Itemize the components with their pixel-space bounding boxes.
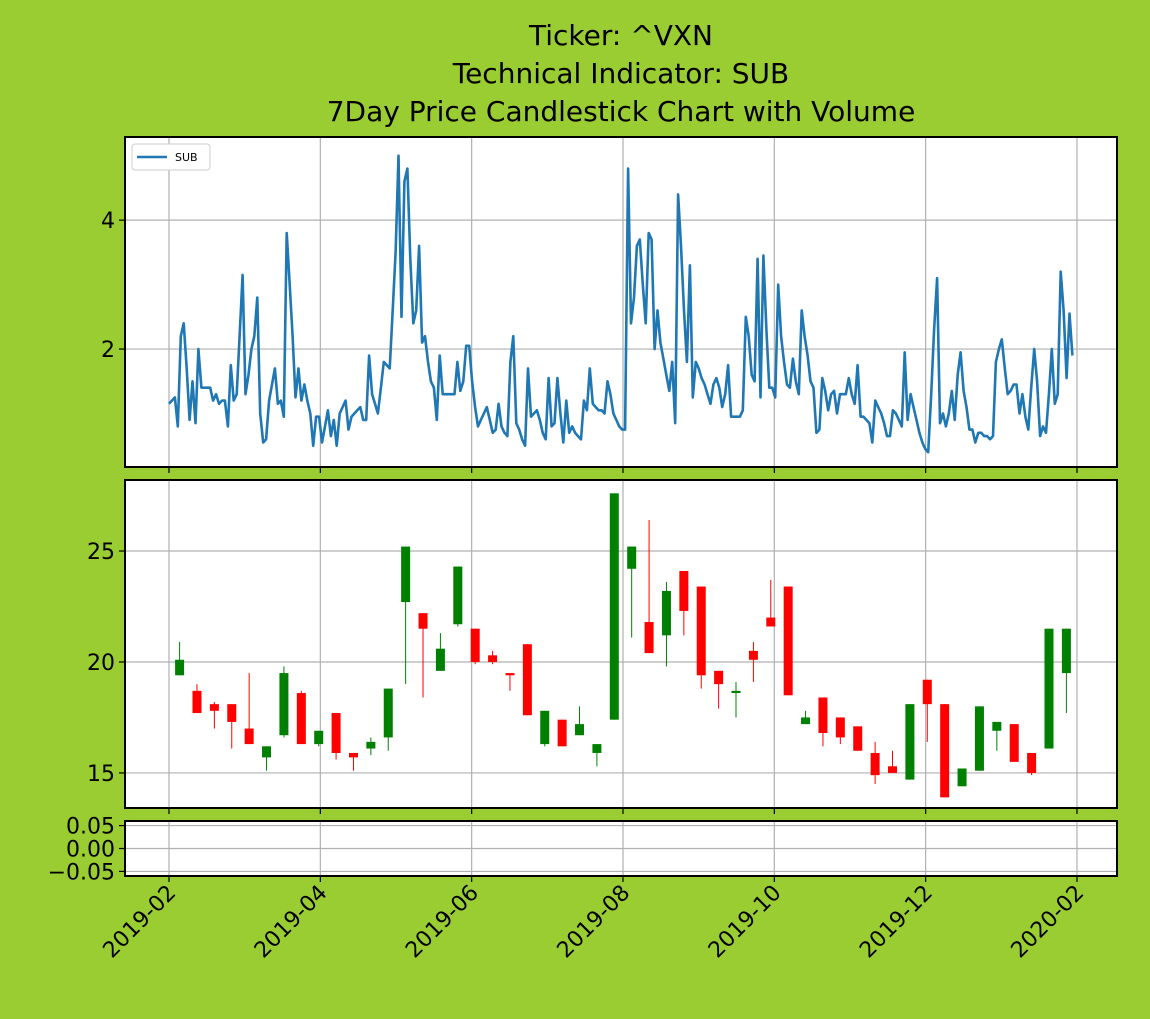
candle-body: [366, 741, 376, 749]
candle-body: [1027, 752, 1037, 773]
candle-body: [1044, 628, 1054, 749]
candle-body: [192, 690, 202, 714]
candle-body: [853, 726, 863, 751]
candle-body: [522, 644, 532, 716]
candle-body: [435, 648, 445, 671]
candle-body: [957, 768, 967, 787]
chart-title: 7Day Price Candlestick Chart with Volume: [327, 95, 916, 128]
candle-body: [418, 613, 428, 629]
candle-body: [383, 688, 393, 738]
chart-title: Ticker: ^VXN: [528, 19, 713, 52]
candle-body: [1009, 724, 1019, 762]
plot-frame: [124, 479, 1118, 809]
candle-body: [992, 721, 1002, 731]
plot-marks: [175, 493, 1071, 798]
y-tick-label: 2: [101, 338, 115, 363]
y-tick-label: 25: [87, 540, 115, 565]
legend-label: SUB: [175, 151, 198, 164]
candle-body: [453, 566, 463, 625]
candle-body: [696, 586, 706, 676]
candle-body: [922, 679, 932, 705]
candle-body: [296, 693, 306, 745]
candle-body: [801, 717, 811, 725]
plot-area: [125, 480, 1117, 808]
candle-body: [627, 546, 637, 569]
candle-body: [227, 704, 237, 722]
y-tick-label: −0.05: [48, 860, 115, 885]
candle-body: [279, 673, 289, 736]
plot-frame: [124, 820, 1118, 877]
chart-title: Technical Indicator: SUB: [452, 57, 790, 90]
candle-body: [905, 704, 915, 780]
candle-body: [575, 724, 585, 736]
candle-body: [470, 628, 480, 662]
plot-marks: [168, 154, 1074, 454]
candle-body: [679, 570, 689, 611]
legend-box: [131, 143, 211, 171]
y-tick-label: 20: [87, 651, 115, 676]
candle-body: [1061, 628, 1071, 674]
candle-body: [244, 728, 254, 745]
candle-body: [731, 690, 741, 694]
plot-frame: [124, 136, 1118, 468]
line-series: [168, 154, 1074, 454]
candle-body: [783, 586, 793, 696]
candle-body: [818, 697, 828, 733]
y-tick-label: 4: [101, 209, 115, 234]
candle-body: [835, 717, 845, 738]
candle-body: [592, 744, 602, 753]
candle-body: [888, 766, 898, 773]
candle-body: [870, 752, 880, 776]
candle-body: [974, 706, 984, 771]
candle-body: [314, 730, 324, 745]
y-tick-label: 0.00: [66, 838, 115, 863]
candle-body: [714, 670, 724, 685]
candle-body: [175, 659, 185, 676]
candle-body: [748, 650, 758, 660]
legend: SUB: [131, 143, 211, 171]
candle-body: [262, 746, 272, 758]
y-tick-label: 0.05: [66, 815, 115, 840]
candle-body: [557, 719, 567, 747]
candle-body: [609, 493, 619, 720]
candle-body: [940, 704, 950, 798]
candle-body: [401, 546, 411, 603]
candle-body: [766, 617, 776, 627]
candle-body: [488, 655, 498, 662]
candle-body: [644, 622, 654, 654]
candle-body: [505, 673, 515, 676]
candle-body: [331, 713, 341, 753]
candle-body: [209, 704, 219, 711]
candle-body: [540, 710, 550, 745]
y-tick-label: 15: [87, 762, 115, 787]
candle-body: [348, 752, 358, 758]
candle-body: [661, 590, 671, 636]
